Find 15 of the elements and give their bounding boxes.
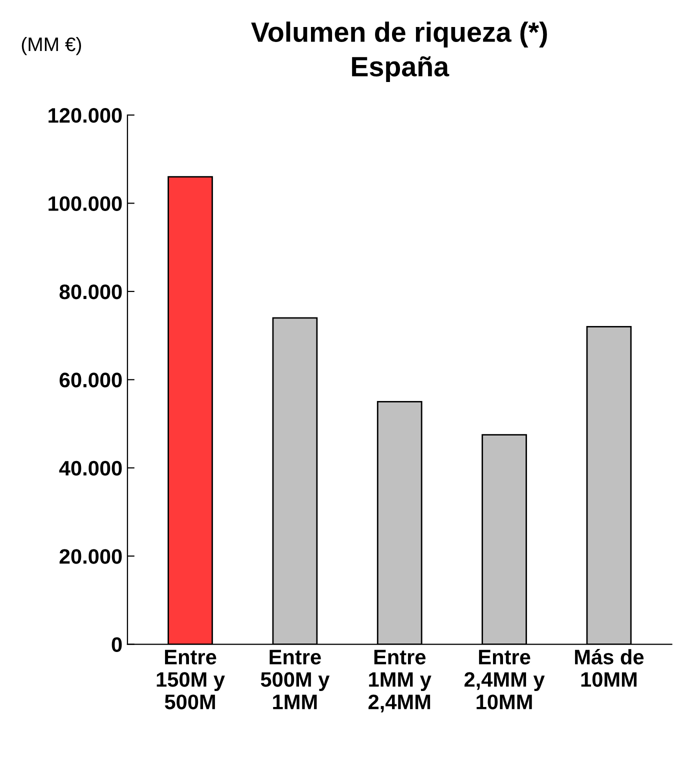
y-axis-title: (MM €) xyxy=(22,36,82,56)
x-tick-label: Más de 10MM xyxy=(575,648,644,687)
y-tick-label: 20.000 xyxy=(60,549,122,564)
x-tick-label: Entre 1MM y 2,4MM xyxy=(368,650,432,712)
y-tick-label: 40.000 xyxy=(59,460,122,476)
y-tick-label: 100.000 xyxy=(48,196,122,212)
chart-title: Volumen de riqueza (*) xyxy=(251,22,547,48)
y-tick-label: 80.000 xyxy=(60,284,122,300)
chart-subtitle: España xyxy=(352,56,450,82)
y-tick-label: 120.000 xyxy=(48,108,122,123)
y-tick-label: 0 xyxy=(112,637,122,652)
x-tick-label: Entre 150M y 500M xyxy=(156,650,225,710)
y-tick-label: 60.000 xyxy=(60,372,122,388)
x-tick-label: Entre 2,4MM y 10MM xyxy=(464,650,545,710)
x-tick-label: Entre 500M y 1MM xyxy=(260,650,330,710)
